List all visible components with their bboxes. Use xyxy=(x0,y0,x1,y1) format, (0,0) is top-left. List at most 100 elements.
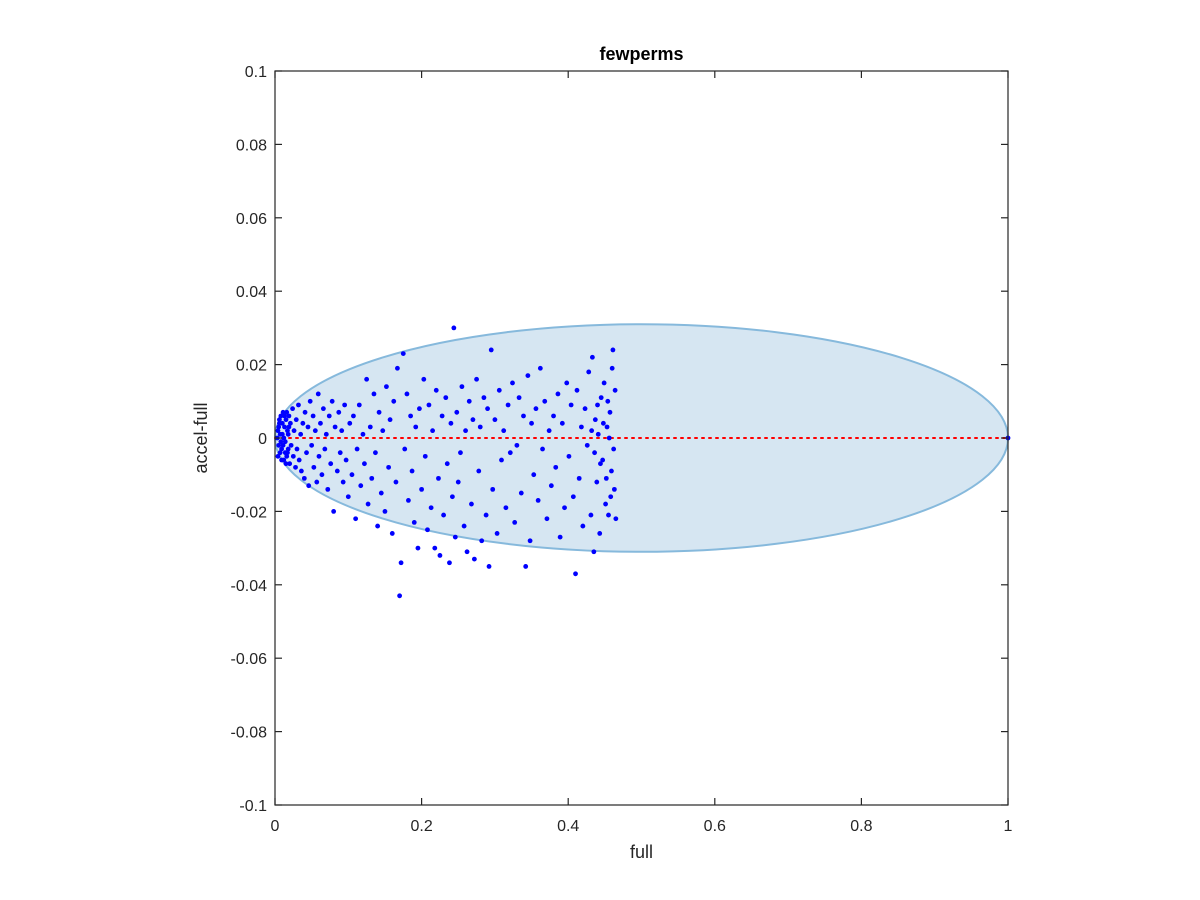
data-point xyxy=(315,391,321,397)
x-tick-label: 0.8 xyxy=(850,818,872,835)
data-point xyxy=(296,402,301,408)
data-point xyxy=(398,560,404,566)
data-point xyxy=(362,461,367,467)
data-point xyxy=(612,387,618,393)
data-point xyxy=(523,564,529,569)
data-point xyxy=(557,534,563,540)
data-point xyxy=(378,490,384,496)
data-point xyxy=(311,464,317,470)
data-point xyxy=(291,428,297,434)
data-point xyxy=(354,446,360,452)
data-point xyxy=(441,512,446,518)
data-point xyxy=(466,398,472,404)
data-point xyxy=(409,468,415,474)
data-point xyxy=(607,409,613,415)
data-point xyxy=(574,387,580,393)
data-point xyxy=(393,479,399,485)
data-point xyxy=(546,428,552,434)
data-point xyxy=(293,464,298,470)
data-point xyxy=(284,409,290,415)
data-point xyxy=(301,475,307,481)
data-point xyxy=(443,395,449,401)
data-point xyxy=(389,531,395,536)
data-point xyxy=(597,531,603,536)
data-point xyxy=(449,494,455,500)
data-point xyxy=(320,406,326,412)
data-point xyxy=(285,431,291,437)
data-point xyxy=(598,461,603,467)
data-point xyxy=(285,428,290,434)
data-point xyxy=(553,464,559,470)
data-point xyxy=(406,497,411,503)
data-point xyxy=(512,520,518,525)
data-point xyxy=(559,420,565,426)
data-point xyxy=(347,420,353,426)
data-point xyxy=(592,417,598,423)
data-point xyxy=(451,325,457,331)
data-point xyxy=(595,402,600,408)
chart-title: fewperms xyxy=(599,44,683,64)
data-point xyxy=(606,435,612,441)
data-point xyxy=(323,431,329,437)
data-point xyxy=(611,446,617,452)
data-point xyxy=(419,486,424,492)
data-point xyxy=(322,446,328,452)
data-point xyxy=(287,420,293,426)
data-point xyxy=(463,428,468,434)
data-point xyxy=(603,475,609,481)
data-point xyxy=(600,420,606,426)
data-point xyxy=(353,516,359,522)
data-point xyxy=(415,545,421,551)
data-point xyxy=(610,347,616,353)
data-point xyxy=(287,461,293,467)
data-point xyxy=(329,398,335,404)
data-point xyxy=(477,424,483,430)
data-point xyxy=(319,472,325,478)
x-tick-label: 1 xyxy=(1004,818,1013,835)
data-point xyxy=(279,446,284,452)
data-point xyxy=(586,369,592,375)
y-axis-label: accel-full xyxy=(191,402,211,473)
data-point xyxy=(518,490,524,496)
data-point xyxy=(566,453,572,459)
data-point xyxy=(437,553,443,558)
data-point xyxy=(284,453,290,459)
data-point xyxy=(395,365,400,371)
data-point xyxy=(525,373,531,379)
data-point xyxy=(336,409,342,415)
data-point xyxy=(310,413,316,419)
data-point xyxy=(290,406,295,412)
data-point xyxy=(360,431,366,437)
points-layer xyxy=(274,325,1011,599)
data-point xyxy=(454,409,460,415)
data-point xyxy=(279,457,284,463)
data-point xyxy=(334,468,340,474)
data-point xyxy=(533,406,539,412)
data-point xyxy=(589,354,595,360)
data-point xyxy=(402,446,408,452)
data-point xyxy=(481,395,487,401)
data-point xyxy=(474,376,479,382)
data-point xyxy=(496,387,502,393)
data-point xyxy=(510,380,515,386)
data-point xyxy=(611,486,617,492)
data-point xyxy=(309,442,315,448)
data-point xyxy=(516,395,522,401)
data-point xyxy=(286,413,292,419)
data-point xyxy=(314,479,320,485)
data-point xyxy=(580,523,586,529)
data-point xyxy=(458,450,463,456)
data-point xyxy=(369,475,375,481)
data-point xyxy=(365,501,371,507)
x-tick-label: 0.2 xyxy=(410,818,432,835)
data-point xyxy=(432,545,438,551)
data-point xyxy=(551,413,556,419)
data-point xyxy=(358,483,364,489)
data-point xyxy=(488,347,494,353)
data-point xyxy=(276,442,282,448)
data-point xyxy=(376,409,382,415)
data-point xyxy=(325,486,331,492)
data-point xyxy=(375,523,381,529)
data-point xyxy=(275,428,281,434)
